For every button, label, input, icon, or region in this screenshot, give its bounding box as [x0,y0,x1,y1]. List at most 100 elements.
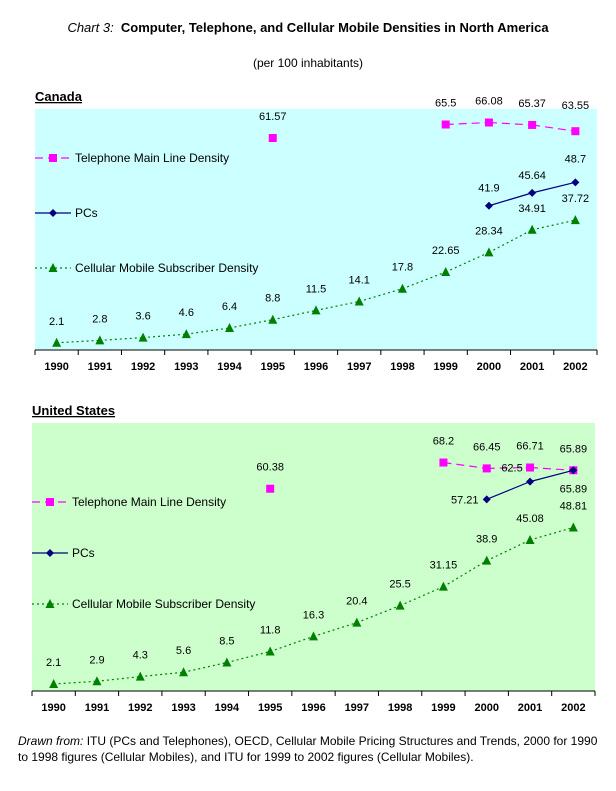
data-point [484,247,494,257]
chart-canada: Canada 1990 1991 1992 1993 1994 1995 1996 1997 19… [34,89,598,373]
series-line-segment [488,192,533,207]
data-point [527,224,537,234]
data-label: 20.4 [346,596,367,608]
data-label: 25.5 [389,579,410,591]
data-label: 57.21 [451,494,479,506]
data-label: 41.9 [478,183,499,195]
data-label: 14.1 [349,274,370,286]
data-label: 2.1 [46,657,61,669]
x-tick-label: 2002 [563,361,587,373]
data-point [92,676,102,686]
x-tick-label: 1996 [301,702,325,714]
x-tick-label: 2001 [518,702,542,714]
data-point [179,667,189,677]
data-point [482,495,491,504]
data-point [568,522,578,532]
chart-panel-title: United States [32,403,115,418]
data-label: 31.15 [430,560,458,572]
x-tick-label: 1994 [217,361,242,373]
data-point [484,201,493,210]
x-tick-label: 1991 [85,702,109,714]
series-telephone: 60.38 68.2 66.45 66.71 65.89 [256,436,587,493]
series-line-segment [186,327,230,335]
data-label: 16.3 [303,609,324,621]
series-line-segment [488,229,533,253]
data-label: 65.37 [518,98,546,110]
data-label: 65.5 [435,97,456,109]
title-prefix: Chart 3: [67,20,114,35]
legend-item-telephone: Telephone Main Line Density [32,495,226,509]
legend-marker [46,498,54,506]
data-label: 48.81 [560,500,588,512]
data-point [482,464,491,473]
series-line-segment [315,300,360,311]
data-point [268,134,277,143]
chart-title: Chart 3: Computer, Telephone, and Cellul… [0,20,616,35]
title-text: Computer, Telephone, and Cellular Mobile… [120,20,549,35]
legend-item-cellular: Cellular Mobile Subscriber Density [35,261,258,275]
data-point [526,477,535,486]
x-tick-label: 1990 [44,361,68,373]
legend-label: PCs [75,206,98,220]
data-point [482,555,492,565]
data-point [395,600,405,610]
data-label: 38.9 [476,534,497,546]
data-label: 63.55 [562,100,590,112]
chart-panel-title: Canada [35,89,83,104]
note-text: ITU (PCs and Telephones), OECD, Cellular… [18,734,598,764]
series-line-segment [486,539,531,562]
chart-united-states: United States 1990 1991 1992 1993 1994 1995 199… [31,403,596,714]
legend-marker [46,549,54,557]
data-point [525,534,535,544]
data-point [354,296,364,306]
series-line-segment [443,461,487,469]
series-line-segment [96,675,141,682]
legend-item-telephone: Telephone Main Line Density [35,151,229,165]
data-point [222,657,232,667]
series-line-segment [529,469,574,483]
data-point [311,305,321,315]
series-line-segment [532,219,576,231]
data-point [526,463,535,472]
x-tick-label: 1990 [41,702,65,714]
data-point [397,283,407,293]
data-point [439,458,448,467]
series-line-segment [486,481,531,500]
data-point [441,267,451,277]
series-line-segment [488,121,533,126]
series-line-segment [183,661,228,673]
x-tick-label: 2000 [477,361,501,373]
legend-marker [48,263,58,272]
x-tick-label: 1991 [88,361,112,373]
data-label: 2.8 [92,313,107,325]
series-line-segment [53,680,97,685]
x-tick-label: 1999 [431,702,455,714]
data-point [138,332,148,342]
series-line-segment [445,121,489,126]
data-label: 6.4 [222,301,237,313]
data-point [265,646,275,656]
x-tick-label: 1995 [258,702,282,714]
data-label: 11.5 [306,283,327,295]
series-line-segment [143,333,187,339]
series-line-segment [140,671,184,678]
x-tick-label: 1996 [304,361,328,373]
data-point [441,120,450,129]
x-tick-label: 2000 [474,702,498,714]
x-tick-label: 1994 [215,702,240,714]
data-point [528,120,537,129]
data-point [135,671,145,681]
series-line-segment [272,309,317,321]
data-label: 5.6 [176,645,191,657]
legend-marker [45,599,55,608]
x-tick-label: 1993 [171,702,195,714]
source-note: Drawn from: ITU (PCs and Telephones), OE… [18,733,608,765]
series-cellular: 2.1 2.9 4.3 5.6 8.5 11.8 16.3 20.4 25.5 31.15 38.9… [46,500,588,688]
data-point [438,581,448,591]
data-label: 3.6 [135,311,150,323]
legend-label: PCs [72,546,95,560]
data-label: 66.45 [473,441,501,453]
legend-marker [49,154,57,162]
series-line-segment [56,339,100,344]
